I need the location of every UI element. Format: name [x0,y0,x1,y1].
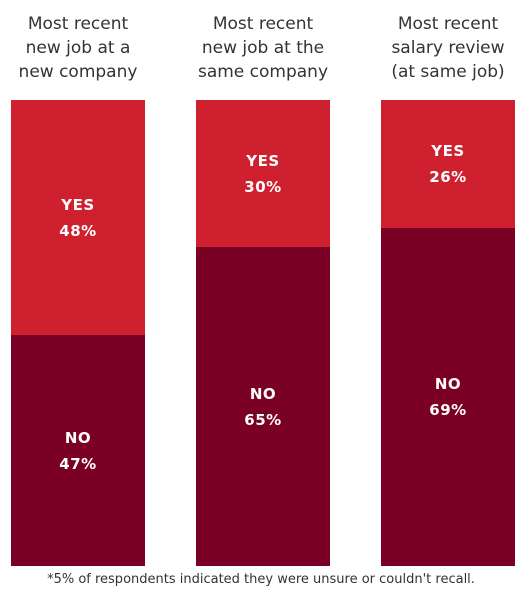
data-label-series-name: YES [61,196,95,214]
category-label-line: Most recent [397,14,499,34]
category-label: Most recent salary review (at same job) [368,12,522,84]
category-label-line: Most recent [27,14,129,34]
data-label-no: NO 47% [11,425,145,477]
category-label-line: same company [197,62,329,82]
category-label: Most recent new job at the same company [183,12,343,84]
data-label-series-name: YES [246,152,280,170]
data-label-series-name: NO [249,385,277,403]
category-label-line: (at same job) [391,62,505,82]
category-label-line: new company [18,62,138,82]
bar-segment-no: NO 65% [196,247,330,566]
category-label: Most recent new job at a new company [0,12,158,84]
bar-column: YES 48% NO 47% [11,100,145,566]
category-label-line: new job at a [25,38,131,58]
data-label-series-name: NO [64,429,92,447]
data-label-value: 30% [244,178,282,196]
category-label-line: Most recent [212,14,314,34]
category-label-line: salary review [391,38,505,58]
bar-column: YES 26% NO 69% [381,100,515,566]
data-label-series-name: NO [434,375,462,393]
data-label-value: 69% [429,401,467,419]
bar-segment-yes: YES 30% [196,100,330,247]
data-label-yes: YES 30% [196,148,330,200]
bar-segment-no: NO 47% [11,335,145,566]
bar-column: YES 30% NO 65% [196,100,330,566]
data-label-value: 48% [59,222,97,240]
data-label-yes: YES 26% [381,138,515,190]
bar-segment-no: NO 69% [381,228,515,566]
data-label-no: NO 69% [381,371,515,423]
data-label-no: NO 65% [196,381,330,433]
data-label-value: 26% [429,168,467,186]
data-label-value: 65% [244,411,282,429]
data-label-series-name: YES [431,142,465,160]
data-label-value: 47% [59,455,97,473]
bar-segment-yes: YES 48% [11,100,145,335]
footnote: *5% of respondents indicated they were u… [47,572,475,587]
bar-segment-yes: YES 26% [381,100,515,228]
category-label-line: new job at the [201,38,325,58]
data-label-yes: YES 48% [11,192,145,244]
